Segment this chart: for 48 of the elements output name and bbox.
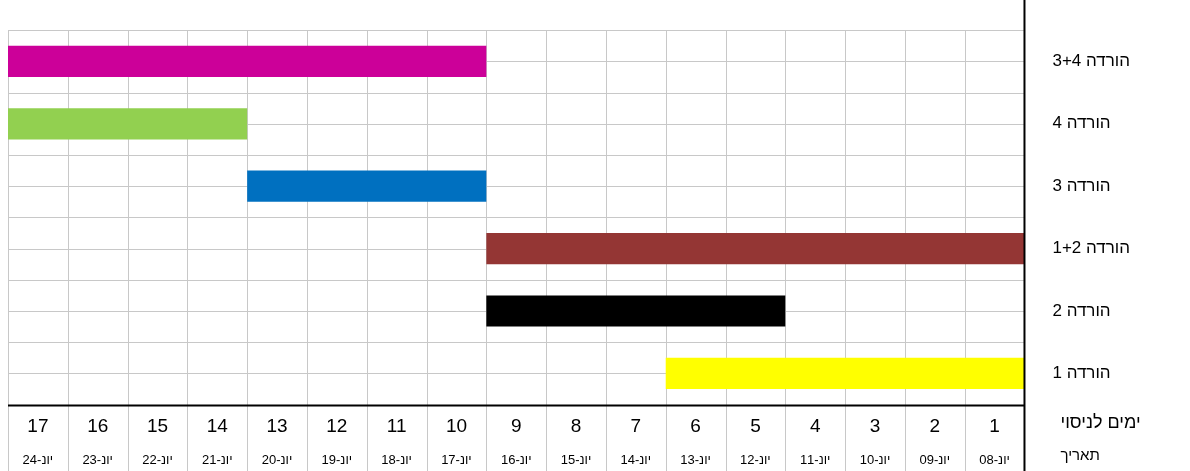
x2-tick-label: 09-יונ <box>919 451 951 467</box>
x-tick-label: 7 <box>630 415 642 437</box>
x-tick-label: 5 <box>750 415 761 437</box>
x-tick-label: 10 <box>445 415 468 437</box>
x-tick-label: 8 <box>570 415 582 437</box>
x-tick-label: 1 <box>989 415 1000 437</box>
x-tick-label: 6 <box>690 415 701 437</box>
x2-axis-title: תאריך <box>1060 446 1100 464</box>
bar <box>665 357 1025 389</box>
x-tick-label: 9 <box>510 415 522 437</box>
x2-tick-label: 21-יונ <box>201 451 233 467</box>
x-tick-label: 15 <box>146 415 169 437</box>
bar <box>486 295 786 327</box>
bar <box>8 108 248 140</box>
y-tick-label: הורדה 2 <box>1052 300 1111 320</box>
x-tick-label: 11 <box>386 415 407 437</box>
x2-tick-label: 14-יונ <box>620 451 652 467</box>
x2-tick-label: 10-יונ <box>859 451 891 467</box>
x-tick-label: 13 <box>266 415 288 437</box>
x2-tick-label: 13-יונ <box>680 451 711 467</box>
x2-tick-label: 11-יונ <box>799 451 831 467</box>
x2-tick-label: 22-יונ <box>142 451 173 467</box>
bar <box>247 170 487 202</box>
x2-tick-label: 15-יונ <box>560 451 592 467</box>
x-tick-label: 12 <box>326 415 348 437</box>
y-tick-label: הורדה 1 <box>1052 363 1111 383</box>
x2-tick-label: 12-יונ <box>740 451 771 467</box>
x2-tick-label: 08-יונ <box>979 451 1010 467</box>
bar <box>8 45 487 77</box>
bar <box>486 233 1025 265</box>
x-tick-label: 2 <box>929 415 941 437</box>
x2-tick-label: 20-יונ <box>261 451 293 467</box>
x-tick-label: 17 <box>27 415 49 437</box>
y-tick-label: הורדה 3+4 <box>1052 51 1131 71</box>
x2-tick-label: 17-יונ <box>441 451 472 467</box>
x2-tick-label: 23-יונ <box>82 451 113 467</box>
x2-tick-label: 24-יונ <box>22 451 54 467</box>
x-tick-label: 3 <box>869 415 881 437</box>
x-tick-label: 16 <box>87 415 109 437</box>
x2-tick-label: 16-יונ <box>500 451 532 467</box>
x-tick-label: 4 <box>809 415 821 437</box>
y-tick-label: הורדה 3 <box>1052 175 1111 195</box>
y-tick-label: הורדה 1+2 <box>1052 238 1131 258</box>
x-tick-label: 14 <box>206 415 229 437</box>
x-axis-title: ימים לניסוי <box>1060 411 1141 432</box>
y-tick-label: הורדה 4 <box>1052 113 1111 133</box>
x2-tick-label: 19-יונ <box>321 451 353 467</box>
x2-tick-label: 18-יונ <box>381 451 412 467</box>
